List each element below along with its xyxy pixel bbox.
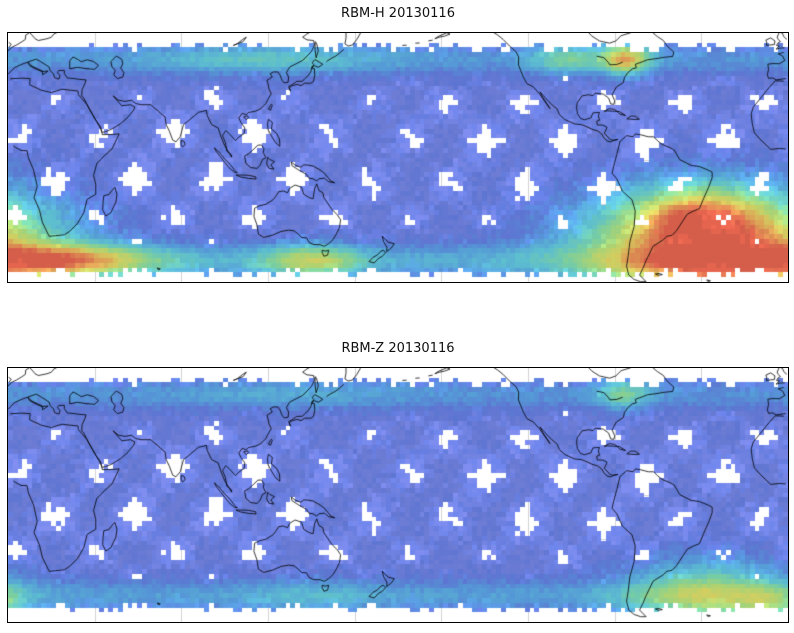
- map-canvas-rbm-z: [6, 366, 789, 623]
- panel-title-rbm-z: RBM-Z 20130116: [341, 341, 455, 356]
- panel-title-rbm-h: RBM-H 20130116: [341, 6, 455, 21]
- map-canvas-rbm-h: [6, 31, 789, 283]
